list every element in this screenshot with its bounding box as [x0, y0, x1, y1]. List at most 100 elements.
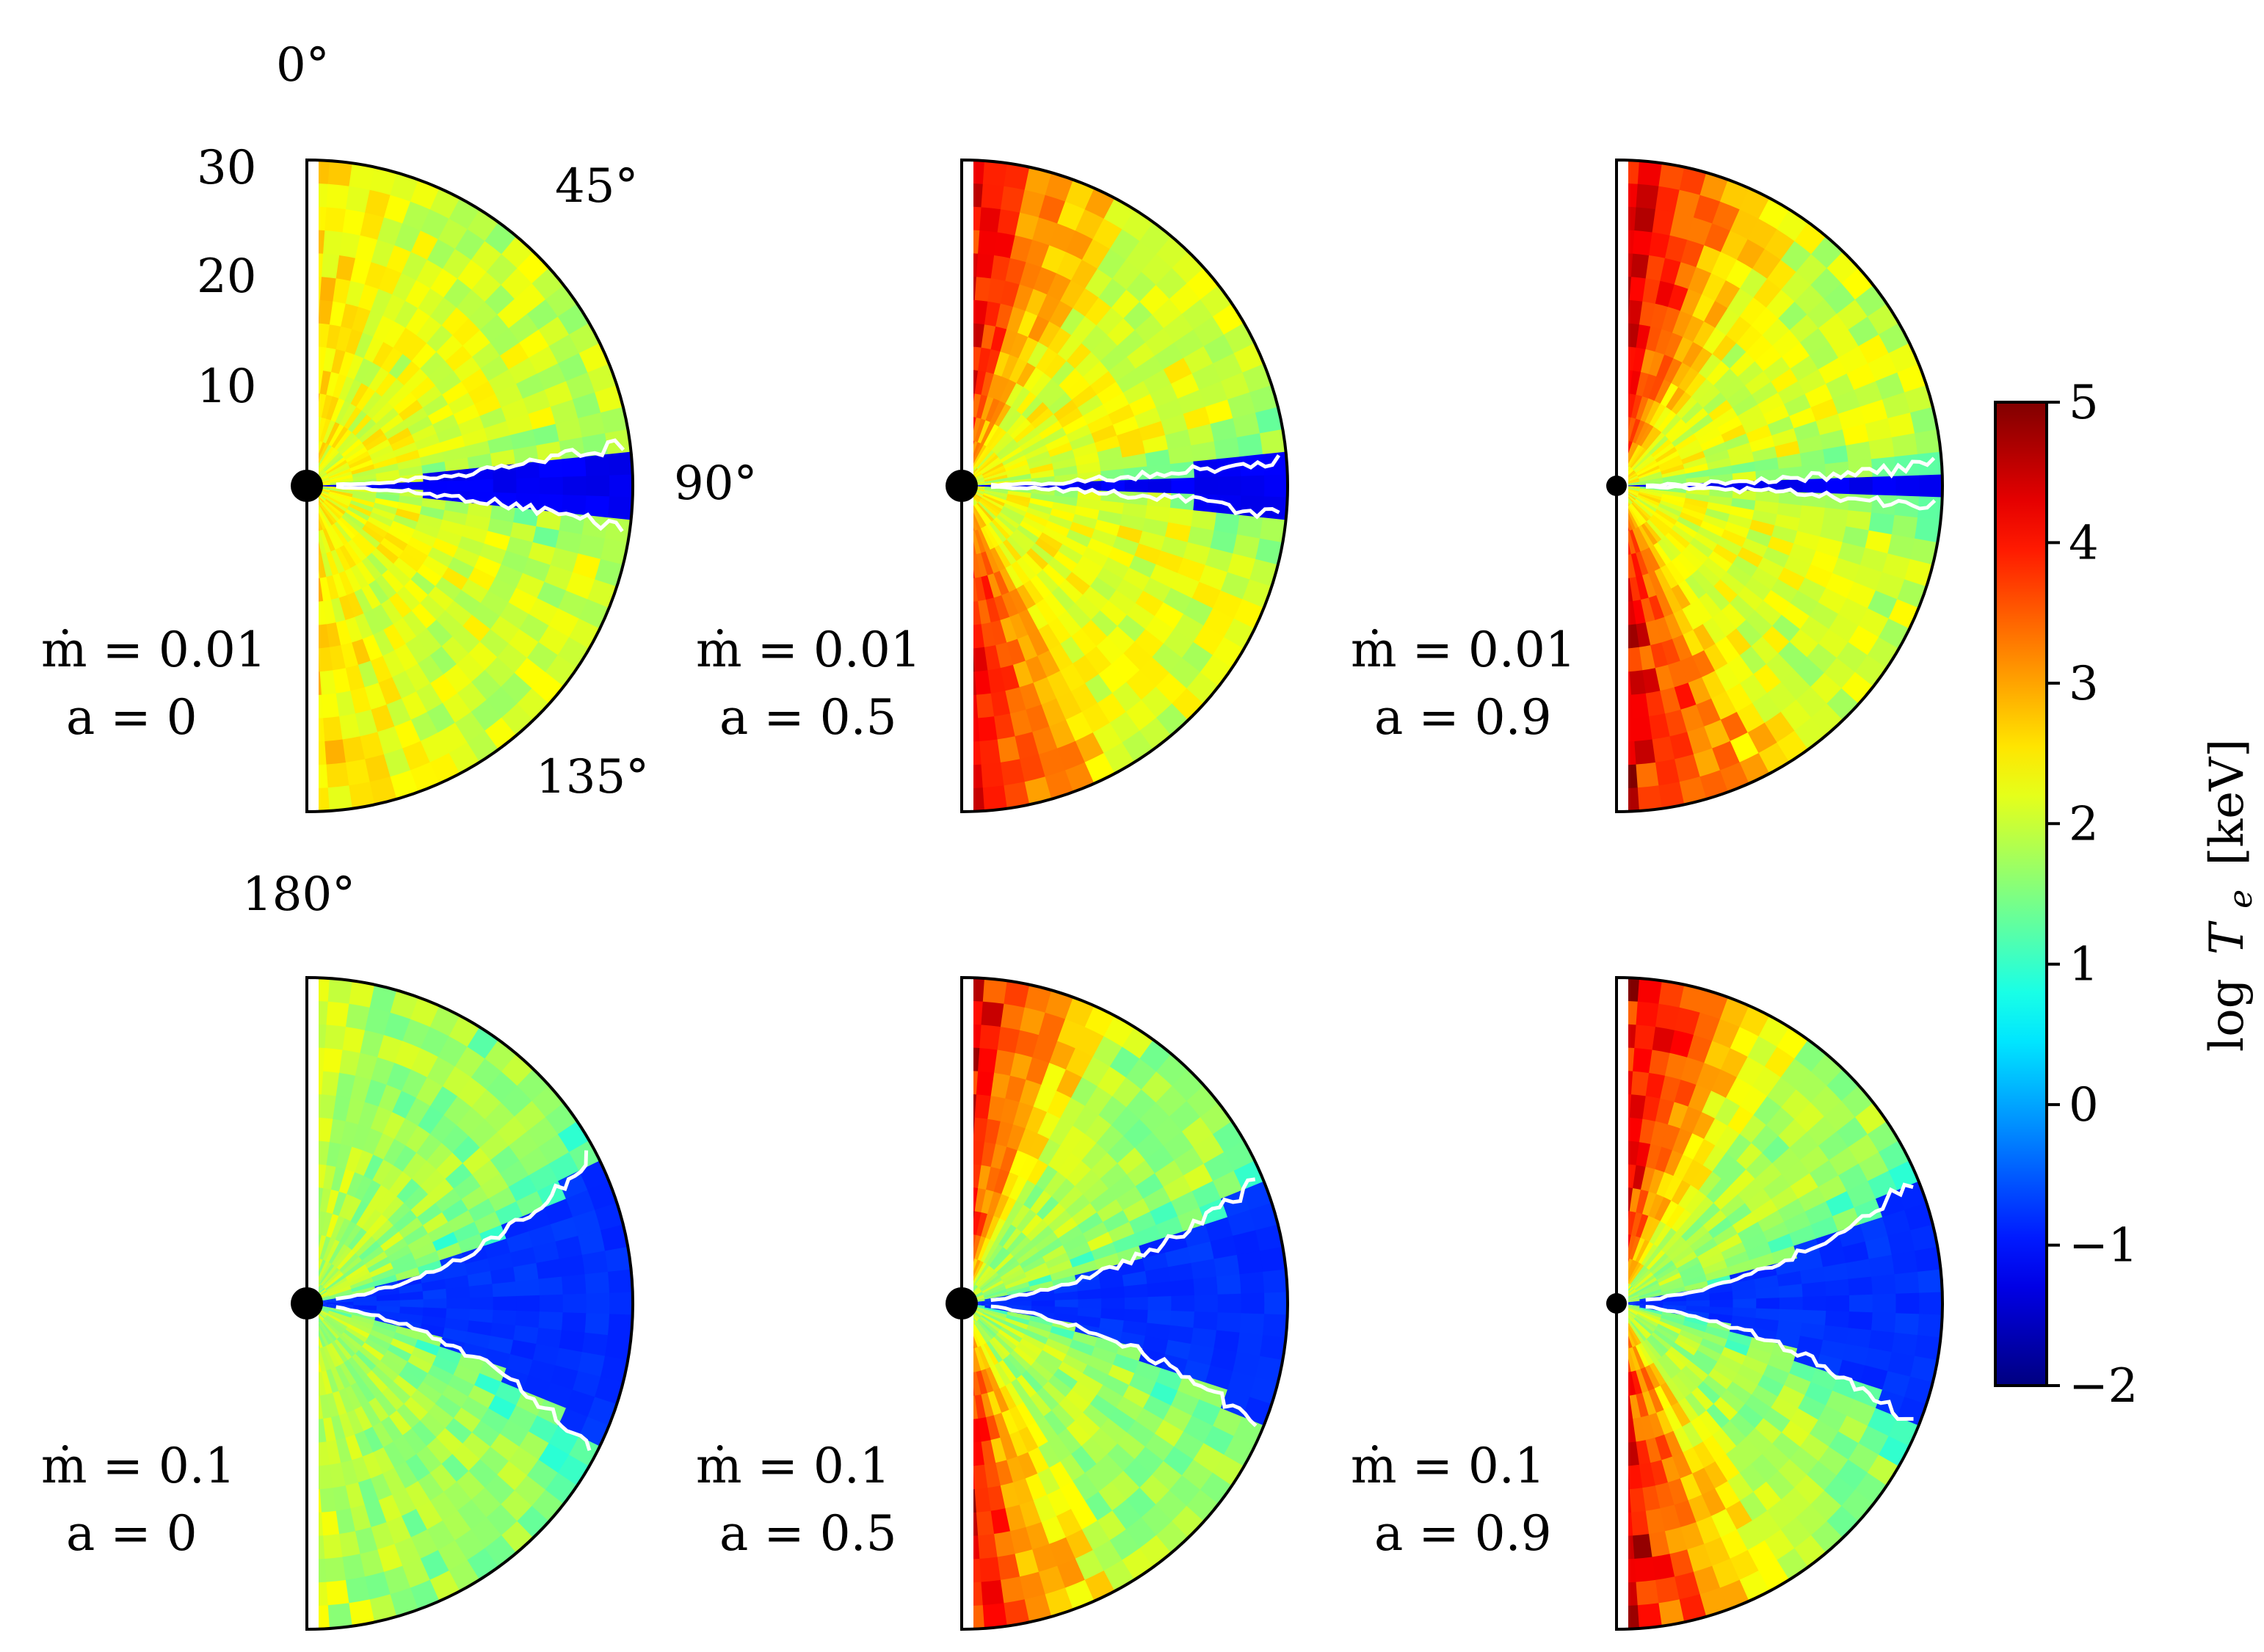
map-cell — [1001, 451, 1026, 466]
map-cell — [1083, 360, 1110, 387]
map-cell — [1661, 1353, 1682, 1376]
map-cell — [341, 1256, 363, 1276]
map-cell — [1632, 600, 1646, 625]
map-cell — [316, 1324, 330, 1347]
map-cell — [398, 550, 424, 573]
map-cell — [338, 1413, 355, 1438]
map-cell — [987, 1095, 1006, 1122]
map-cell — [352, 468, 377, 479]
map-cell — [978, 451, 997, 470]
black-hole-marker — [1606, 1293, 1627, 1314]
map-cell — [985, 1367, 1000, 1391]
map-cell — [581, 1251, 609, 1276]
map-cell — [435, 577, 462, 602]
map-cell — [1689, 1355, 1713, 1376]
map-cell — [1085, 268, 1114, 299]
map-cell — [1646, 1336, 1666, 1358]
map-cell — [1264, 474, 1288, 499]
map-cell — [380, 1355, 404, 1376]
map-cell — [1732, 1373, 1758, 1396]
map-cell — [1648, 517, 1669, 537]
map-cell — [1657, 1599, 1685, 1627]
map-cell — [981, 459, 1003, 475]
map-cell — [1767, 259, 1798, 291]
map-cell — [532, 1241, 560, 1265]
map-cell — [526, 1459, 559, 1491]
map-cell — [1004, 687, 1026, 715]
map-cell — [1056, 251, 1084, 281]
map-cell — [1233, 412, 1260, 439]
map-cell — [1097, 510, 1123, 526]
map-cell — [1036, 1196, 1060, 1220]
map-cell — [366, 1370, 388, 1394]
map-cell — [441, 1124, 470, 1154]
map-cell — [1058, 1397, 1084, 1422]
map-cell — [1659, 459, 1684, 472]
map-cell — [1081, 239, 1111, 270]
map-cell — [387, 1381, 411, 1405]
map-cell — [1822, 1325, 1848, 1345]
map-cell — [1798, 369, 1827, 396]
map-cell — [1671, 391, 1692, 415]
map-cell — [1123, 1284, 1149, 1299]
panel-3-mdot-label: ṁ = 0.01 — [1351, 622, 1576, 678]
map-cell — [350, 1382, 369, 1407]
map-cell — [318, 299, 334, 325]
map-cell — [429, 646, 457, 675]
map-cell — [1738, 360, 1765, 387]
map-cell — [1661, 1286, 1686, 1296]
map-cell — [1679, 445, 1704, 460]
map-cell — [1846, 1259, 1872, 1281]
map-cell — [387, 1344, 413, 1363]
map-cell — [344, 1360, 362, 1383]
map-cell — [1023, 580, 1045, 605]
map-cell — [1837, 597, 1868, 627]
map-cell — [1054, 1299, 1079, 1309]
map-cell — [1630, 503, 1647, 524]
map-cell — [353, 589, 373, 614]
map-cell — [353, 1300, 377, 1306]
map-cell — [328, 492, 352, 504]
map-cell — [411, 424, 438, 443]
map-cell — [415, 683, 443, 713]
map-cell — [1693, 532, 1718, 552]
angle-tick-0: 0° — [276, 38, 330, 92]
colorbar-tick-label: 1 — [2069, 938, 2099, 992]
map-cell — [1154, 1160, 1185, 1188]
map-cell — [432, 1231, 459, 1252]
map-cell — [1636, 1277, 1658, 1292]
map-cell — [327, 462, 349, 476]
map-cell — [987, 573, 1002, 599]
map-cell — [1205, 399, 1234, 426]
map-cell — [328, 645, 346, 671]
map-cell — [1868, 437, 1895, 461]
map-cell — [361, 1342, 385, 1361]
map-cell — [395, 1325, 421, 1340]
map-cell — [323, 347, 337, 373]
map-cell — [608, 451, 633, 477]
map-cell — [1663, 589, 1683, 614]
map-cell — [1744, 1394, 1771, 1419]
map-cell — [1233, 1230, 1260, 1256]
map-cell — [1700, 1488, 1727, 1517]
map-cell — [1710, 741, 1740, 771]
map-cell — [1828, 1431, 1860, 1461]
map-cell — [399, 481, 424, 491]
map-cell — [1630, 448, 1647, 468]
map-cell — [1042, 1202, 1067, 1226]
map-cell — [1649, 231, 1672, 259]
map-cell — [499, 602, 529, 630]
map-cell — [468, 1459, 498, 1489]
map-cell — [1170, 1390, 1200, 1417]
map-cell — [444, 600, 473, 627]
map-cell — [1210, 1235, 1238, 1261]
map-cell — [1259, 517, 1287, 545]
map-cell — [1156, 1053, 1190, 1087]
map-cell — [317, 1322, 332, 1345]
map-cell — [415, 1251, 440, 1268]
map-cell — [335, 1218, 352, 1242]
map-cell — [1019, 433, 1043, 451]
map-cell — [572, 392, 602, 420]
map-cell — [375, 1361, 399, 1383]
map-cell — [1644, 1246, 1662, 1268]
